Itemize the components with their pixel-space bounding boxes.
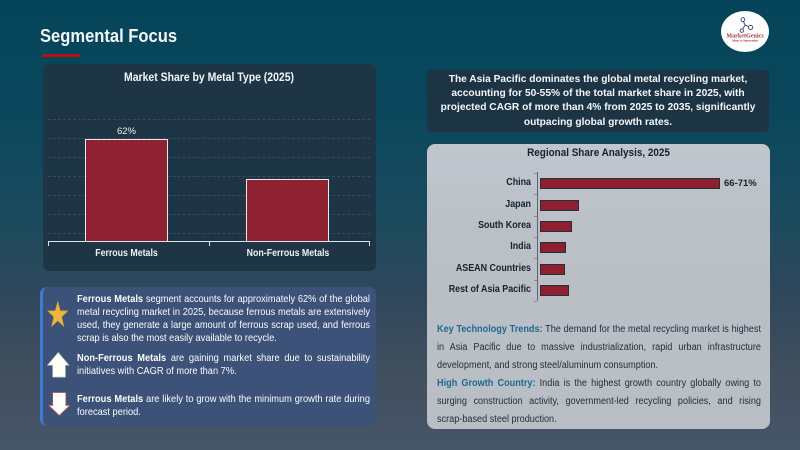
svg-text:MarketGenics: MarketGenics bbox=[726, 33, 764, 39]
svg-text:Ideas to Innovation: Ideas to Innovation bbox=[732, 38, 758, 42]
